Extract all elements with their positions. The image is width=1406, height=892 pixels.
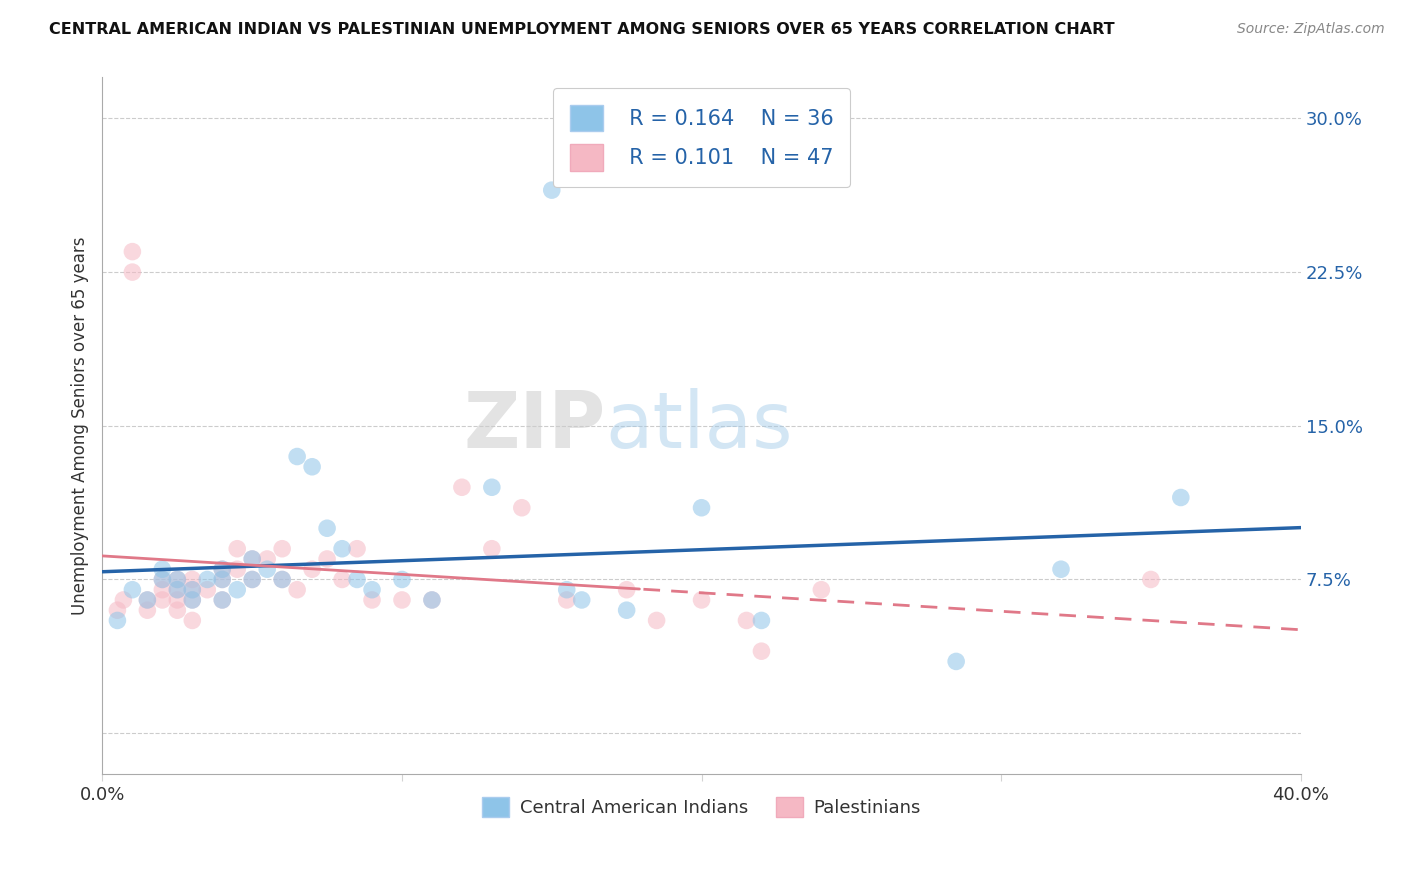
Point [301,562,323,576]
Point [481,541,503,556]
Point [451,480,474,494]
Point [616,603,638,617]
Point [316,552,339,566]
Point [181,582,204,597]
Point [211,573,233,587]
Point [1050,562,1073,576]
Point [166,573,188,587]
Point [166,593,188,607]
Point [181,573,204,587]
Point [107,603,129,617]
Point [945,655,967,669]
Point [571,593,593,607]
Point [751,614,773,628]
Point [240,573,263,587]
Point [211,562,233,576]
Legend: Central American Indians, Palestinians: Central American Indians, Palestinians [475,790,928,824]
Point [481,480,503,494]
Point [256,562,278,576]
Text: Source: ZipAtlas.com: Source: ZipAtlas.com [1237,22,1385,37]
Point [616,582,638,597]
Point [195,582,218,597]
Point [271,573,294,587]
Text: atlas: atlas [606,388,793,464]
Point [211,593,233,607]
Point [240,552,263,566]
Point [150,573,173,587]
Point [181,593,204,607]
Point [112,593,135,607]
Y-axis label: Unemployment Among Seniors over 65 years: Unemployment Among Seniors over 65 years [72,236,89,615]
Point [166,603,188,617]
Point [150,582,173,597]
Text: CENTRAL AMERICAN INDIAN VS PALESTINIAN UNEMPLOYMENT AMONG SENIORS OVER 65 YEARS : CENTRAL AMERICAN INDIAN VS PALESTINIAN U… [49,22,1115,37]
Point [361,582,384,597]
Point [181,614,204,628]
Point [271,541,294,556]
Point [690,500,713,515]
Point [391,593,413,607]
Point [346,573,368,587]
Point [136,593,159,607]
Point [136,603,159,617]
Point [690,593,713,607]
Point [285,582,308,597]
Point [316,521,339,535]
Point [330,573,353,587]
Point [195,573,218,587]
Point [735,614,758,628]
Point [256,552,278,566]
Point [361,593,384,607]
Point [555,582,578,597]
Point [211,593,233,607]
Point [211,562,233,576]
Point [301,459,323,474]
Point [510,500,533,515]
Point [271,573,294,587]
Point [121,582,143,597]
Point [1170,491,1192,505]
Point [330,541,353,556]
Point [420,593,443,607]
Point [150,573,173,587]
Point [226,582,249,597]
Point [240,573,263,587]
Point [1140,573,1163,587]
Point [391,573,413,587]
Point [420,593,443,607]
Point [211,573,233,587]
Point [540,183,562,197]
Text: ZIP: ZIP [464,388,606,464]
Point [136,593,159,607]
Point [166,582,188,597]
Point [181,593,204,607]
Point [150,593,173,607]
Point [150,562,173,576]
Point [166,582,188,597]
Point [240,552,263,566]
Point [226,562,249,576]
Point [555,593,578,607]
Point [285,450,308,464]
Point [810,582,832,597]
Point [751,644,773,658]
Point [346,541,368,556]
Point [181,582,204,597]
Point [166,573,188,587]
Point [226,541,249,556]
Point [121,265,143,279]
Point [645,614,668,628]
Point [107,614,129,628]
Point [121,244,143,259]
